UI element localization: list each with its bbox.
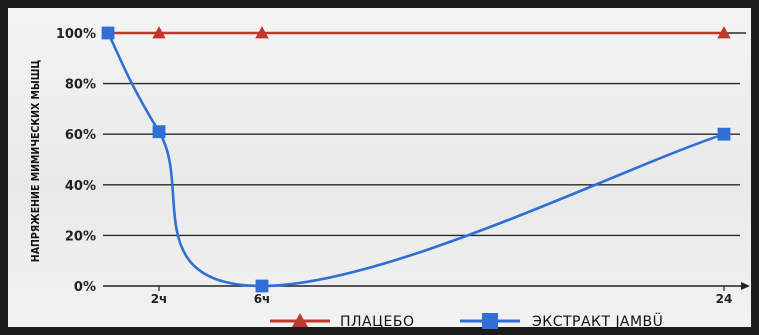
x-tick-label-0: 2ч [151,292,168,306]
series-0-point-1 [152,26,166,39]
legend-marker-1 [482,313,498,329]
x-axis-arrow [741,282,750,290]
x-tick-labels: 2ч 6ч 24 [151,286,733,306]
series-1-point-2 [255,279,269,293]
y-tick-label-0: 0% [74,280,96,295]
y-axis-label: НАПРЯЖЕНИЕ МИМИЧЕСКИХ МЫШЦ [30,60,42,263]
x-tick-label-1: 6ч [254,292,271,306]
y-tick-label-20: 20% [65,229,96,244]
x-tick-label-2: 24 [716,292,733,306]
y-tick-labels: 0% 20% 40% 60% 80% 100% [56,27,96,295]
legend: ПЛАЦЕБО ЭКСТРАКТ JAMBÜ [270,312,663,330]
series-0-point-3 [717,26,731,39]
y-tick-label-40: 40% [65,179,96,194]
y-tick-label-60: 60% [65,128,96,143]
y-tick-label-100: 100% [56,27,96,42]
y-tick-label-80: 80% [65,78,96,93]
legend-label-1: ЭКСТРАКТ JAMBÜ [532,312,663,330]
chart-panel [8,8,751,327]
series-1-point-3 [717,127,731,141]
gridlines [103,32,740,237]
series-1-point-1 [152,125,166,139]
series-line-1 [106,32,725,288]
legend-label-0: ПЛАЦЕБО [340,314,414,330]
series-1-point-0 [101,26,115,40]
series-layer [101,26,731,293]
axes [103,32,750,290]
series-0-point-2 [255,26,269,39]
legend-marker-0 [292,313,308,327]
